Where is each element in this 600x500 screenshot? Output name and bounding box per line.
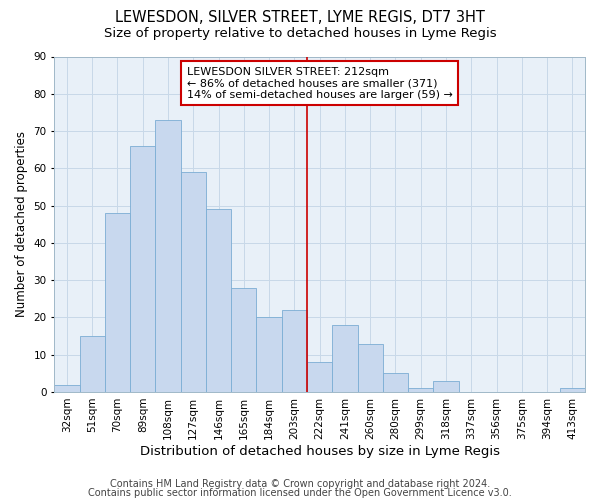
Bar [282, 310, 307, 392]
Bar [256, 318, 282, 392]
Bar [332, 325, 358, 392]
Bar [155, 120, 181, 392]
Bar [231, 288, 256, 392]
Bar [560, 388, 585, 392]
Y-axis label: Number of detached properties: Number of detached properties [15, 131, 28, 317]
Bar [181, 172, 206, 392]
Bar [206, 210, 231, 392]
Bar [358, 344, 383, 392]
X-axis label: Distribution of detached houses by size in Lyme Regis: Distribution of detached houses by size … [140, 444, 500, 458]
Bar [408, 388, 433, 392]
Text: LEWESDON, SILVER STREET, LYME REGIS, DT7 3HT: LEWESDON, SILVER STREET, LYME REGIS, DT7… [115, 10, 485, 25]
Text: Size of property relative to detached houses in Lyme Regis: Size of property relative to detached ho… [104, 28, 496, 40]
Text: LEWESDON SILVER STREET: 212sqm
← 86% of detached houses are smaller (371)
14% of: LEWESDON SILVER STREET: 212sqm ← 86% of … [187, 66, 453, 100]
Bar [383, 374, 408, 392]
Bar [130, 146, 155, 392]
Bar [307, 362, 332, 392]
Bar [105, 213, 130, 392]
Text: Contains HM Land Registry data © Crown copyright and database right 2024.: Contains HM Land Registry data © Crown c… [110, 479, 490, 489]
Bar [433, 381, 458, 392]
Text: Contains public sector information licensed under the Open Government Licence v3: Contains public sector information licen… [88, 488, 512, 498]
Bar [80, 336, 105, 392]
Bar [55, 384, 80, 392]
